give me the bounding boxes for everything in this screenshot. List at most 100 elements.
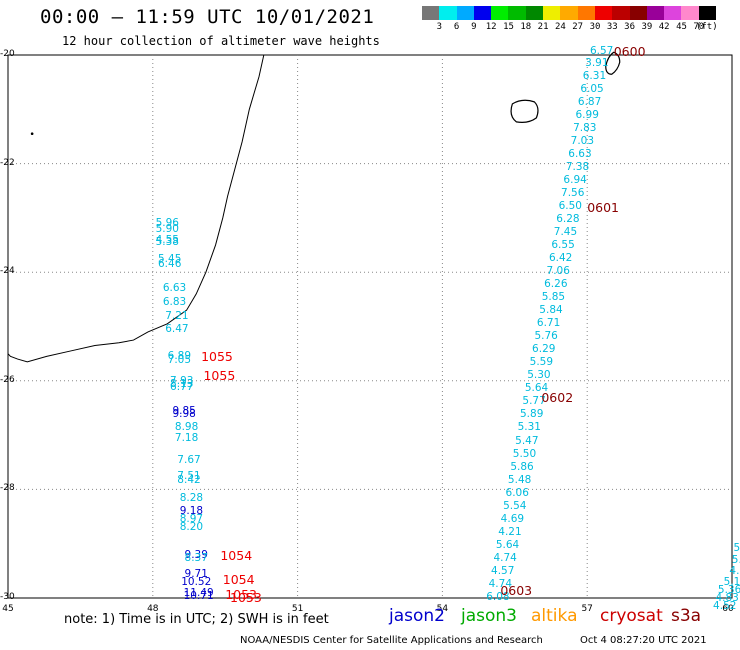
wave-height-value: 8.42 [177,473,201,486]
wave-height-value: 4.74 [488,577,513,590]
satellite-jason3: jason3 [461,606,517,626]
wave-height-value: 6.83 [162,296,187,309]
wave-height-value: 9.71 [184,567,208,580]
lon-label: 48 [147,604,159,614]
legend-swatch [646,6,665,20]
time-label: 1053 [230,589,262,605]
wave-height-value: 11.49 [183,586,214,599]
wave-height-value: 9.85 [172,404,196,417]
wave-height-value: 5. [731,553,740,566]
wave-height-value: 4.21 [498,525,522,538]
credit-timestamp: Oct 4 08:27:20 UTC 2021 [580,635,707,646]
wave-height-value: 5 [733,542,740,555]
wave-height-value: 8.13 [170,377,194,390]
legend-swatch [508,6,526,20]
time-label: 1054 [222,571,255,587]
lon-label: 54 [436,604,449,614]
legend-swatch [594,6,613,20]
wave-height-value: 5.47 [515,434,539,447]
wave-height-value: 9.18 [179,505,204,518]
wave-height-value: 7.56 [561,186,585,199]
wave-height-value: 6.63 [568,147,592,160]
wave-height-value: 7.38 [565,160,590,173]
legend-swatch [629,6,647,20]
lat-label: -26 [0,374,15,385]
map-frame [7,54,733,599]
wave-height-value: 4. [729,564,740,577]
wave-height-value: 6.31 [582,69,607,82]
time-label: 1054 [220,547,253,563]
legend-label: 33 [606,22,618,32]
time-label: 1053 [225,586,257,602]
lon-label: 60 [722,604,734,614]
wave-height-value: 5.84 [539,304,563,317]
wave-height-value: 10.71 [183,590,214,603]
satellite-cryosat: cryosat [600,606,663,626]
color-legend [422,6,717,20]
legend-label: 39 [641,22,653,32]
wave-height-value: 7.06 [546,265,570,278]
legend-label: (ft) [695,22,718,32]
wave-height-value: 8.97 [179,513,204,526]
legend-label: 30 [589,22,601,32]
wave-height-value: 6.50 [558,199,582,212]
legend-swatch [543,6,561,20]
wave-height-value: 7.21 [165,309,189,322]
wave-height-value: 7.51 [177,469,201,482]
wave-height-value: 5.31 [517,421,541,434]
legend-label: 42 [658,22,670,32]
time-label: 0601 [587,200,619,216]
wave-height-value: 6.77 [170,381,194,394]
legend-label: 6 [453,22,460,32]
legend-swatch [422,6,440,20]
reunion-island [510,99,539,123]
wave-height-value: 6.05 [580,82,604,95]
wave-height-value: 5.85 [541,291,566,304]
wave-height-value: 5.38 [155,236,179,249]
wave-height-value: 5.45 [157,252,182,265]
legend-swatch [439,6,457,20]
wave-height-value: 7.03 [570,134,595,147]
wave-height-value: 5.59 [529,356,554,369]
wave-height-value: 6.29 [532,343,556,356]
wave-height-value: 6.55 [551,239,575,252]
footer-note: note: 1) Time is in UTC; 2) SWH is in fe… [64,612,329,627]
wave-height-value: 7.05 [167,354,192,367]
legend-swatch [577,6,595,20]
lat-label: -22 [0,157,15,168]
wave-height-value: 7.45 [553,226,578,239]
lat-label: -28 [0,483,15,494]
wave-height-value: 10.52 [181,575,212,588]
small-island [30,132,34,136]
wave-height-value: 6.94 [563,173,587,186]
wave-height-value: 4.69 [500,512,525,525]
wave-height-value: 7.93 [170,374,194,387]
wave-height-value: 6.08 [486,590,510,603]
wave-height-value: 8.28 [179,491,204,504]
wave-height-value: 5.50 [512,447,537,460]
wave-height-value: 5.54 [503,499,527,512]
wave-height-value: 5.64 [524,382,549,395]
time-label: 0602 [541,390,574,406]
lat-label: -20 [0,49,15,59]
legend-swatch [681,6,699,20]
page-subtitle: 12 hour collection of altimeter wave hei… [62,34,380,48]
time-label: 0600 [613,44,646,60]
legend-swatch [456,6,474,20]
wave-height-value: 5.89 [519,408,544,421]
legend-label: 15 [503,22,514,32]
wave-height-value: 5.1 [723,575,740,588]
wave-height-value: 6.99 [575,108,599,121]
legend-label: 24 [554,22,566,32]
lat-label: -24 [0,266,15,277]
wave-height-value: 6.89 [167,350,192,363]
wave-height-value: 6.71 [536,317,561,330]
wave-height-value: 9.98 [172,408,196,421]
legend-label: 3 [436,22,443,32]
time-label: 1055 [203,368,236,384]
legend-label: 9 [471,22,477,32]
legend-label: 70 [693,22,705,32]
wave-height-value: 4.52 [713,600,737,613]
wave-height-value: 9.39 [184,548,208,561]
